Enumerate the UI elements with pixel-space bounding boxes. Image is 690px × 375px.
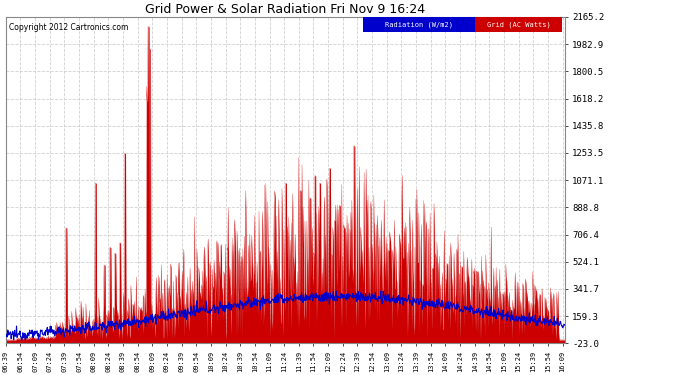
Text: Copyright 2012 Cartronics.com: Copyright 2012 Cartronics.com	[8, 24, 128, 33]
Title: Grid Power & Solar Radiation Fri Nov 9 16:24: Grid Power & Solar Radiation Fri Nov 9 1…	[145, 3, 425, 16]
Bar	[364, 17, 475, 32]
Bar	[475, 17, 562, 32]
Text: Grid (AC Watts): Grid (AC Watts)	[487, 21, 551, 28]
Text: Radiation (W/m2): Radiation (W/m2)	[385, 21, 453, 28]
